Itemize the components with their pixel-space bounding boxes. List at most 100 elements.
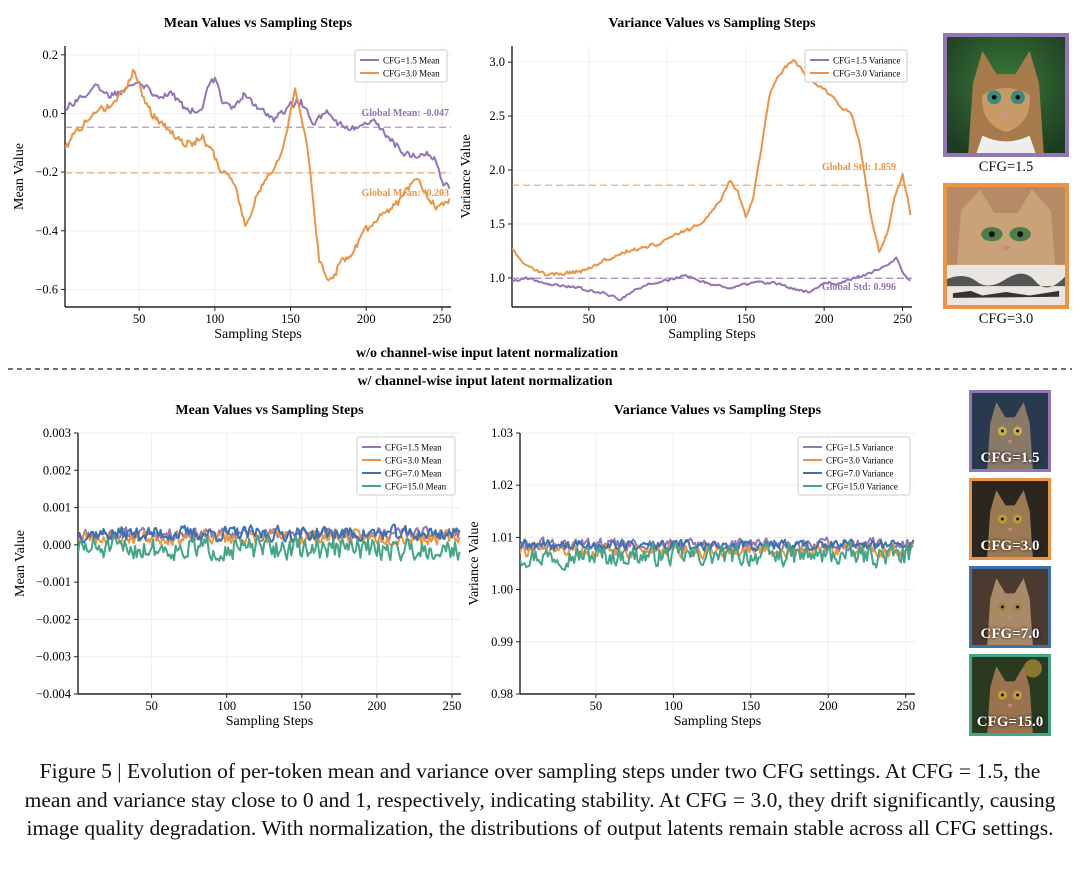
- thumbnail-cfg-1-5-top: [943, 33, 1069, 157]
- thumbnail-cfg-3-0-top: [943, 183, 1069, 309]
- thumbnail-label: CFG=3.0: [980, 538, 1040, 554]
- x-tick-label: 200: [815, 312, 834, 326]
- cat-portrait-icon: [972, 481, 1048, 557]
- legend-label: CFG=3.0 Variance: [826, 456, 893, 466]
- global-reference-label: Global Std: 1.859: [822, 162, 896, 173]
- y-tick-label: 0.2: [42, 48, 58, 62]
- thumbnail-label: CFG=7.0: [980, 626, 1040, 642]
- y-tick-label: 2.5: [489, 109, 505, 123]
- legend-label: CFG=3.0 Mean: [383, 69, 440, 79]
- thumbnail-label: CFG=1.5: [980, 450, 1040, 466]
- x-tick-label: 100: [664, 699, 683, 713]
- x-tick-label: 250: [433, 312, 452, 326]
- x-tick-label: 100: [658, 312, 677, 326]
- series-line: [512, 59, 912, 277]
- y-tick-label: 2.0: [489, 163, 505, 177]
- y-axis-label: Variance Value: [467, 521, 482, 605]
- thumbnail-cfg-7-0-bottom: CFG=7.0: [969, 566, 1051, 648]
- legend-label: CFG=7.0 Variance: [826, 469, 893, 479]
- x-tick-label: 250: [893, 312, 912, 326]
- x-axis-label: Sampling Steps: [674, 714, 762, 729]
- cat-portrait-icon: [972, 657, 1048, 733]
- cat-degraded-icon: [947, 187, 1065, 305]
- y-tick-label: −0.4: [35, 224, 58, 238]
- section-label-without-normalization: w/o channel-wise input latent normalizat…: [356, 346, 618, 361]
- x-axis-label: Sampling Steps: [668, 327, 756, 342]
- x-tick-label: 200: [368, 699, 387, 713]
- y-tick-label: 0.002: [43, 463, 71, 477]
- y-tick-label: −0.2: [35, 165, 58, 179]
- y-tick-label: −0.001: [36, 575, 71, 589]
- legend-box: [797, 436, 911, 496]
- x-tick-label: 200: [357, 312, 376, 326]
- chart-top-mean: 50 100 150 200 250 −0.6 −0.4 −0.2 0.0 0.2 Mean Val…: [12, 16, 451, 342]
- y-tick-label: 1.00: [491, 583, 513, 597]
- y-axis-label: Variance Value: [459, 134, 474, 218]
- thumbnail-label: CFG=15.0: [976, 714, 1044, 730]
- y-tick-label: 0.001: [43, 501, 71, 515]
- legend-label: CFG=3.0 Mean: [385, 456, 442, 466]
- y-tick-label: 0.98: [491, 687, 513, 701]
- chart-bottom-var: 50 100 150 200 250 0.98 0.99 1.00 1.01 1.02 1.03 Va…: [467, 403, 915, 729]
- legend-label: CFG=1.5 Mean: [385, 443, 442, 453]
- chart-top-var: 50 100 150 200 250 1.0 1.5 2.0 2.5 3.0 Variance Va…: [459, 16, 912, 342]
- y-tick-label: 1.02: [491, 478, 513, 492]
- x-axis-label: Sampling Steps: [214, 327, 302, 342]
- legend-label: CFG=15.0 Mean: [385, 482, 447, 492]
- series-line: [78, 523, 460, 544]
- cat-portrait-icon: [972, 569, 1048, 645]
- x-tick-label: 100: [217, 699, 236, 713]
- x-tick-label: 250: [443, 699, 462, 713]
- global-reference-label: Global Mean: -0.203: [362, 188, 450, 199]
- legend-box: [804, 49, 908, 83]
- figure-caption: Figure 5 | Evolution of per-token mean a…: [24, 759, 1056, 840]
- thumbnail-cfg-3-0-bottom: CFG=3.0: [969, 478, 1051, 560]
- x-tick-label: 50: [590, 699, 603, 713]
- y-tick-label: −0.004: [36, 687, 72, 701]
- chart-bottom-mean: 50 100 150 200 250 −0.004 −0.003 −0.002 −0.001 0.…: [13, 403, 461, 729]
- x-tick-label: 150: [736, 312, 755, 326]
- thumbnail-cfg-1-5-bottom: CFG=1.5: [969, 390, 1051, 472]
- y-axis-label: Mean Value: [12, 143, 27, 210]
- legend-label: CFG=1.5 Mean: [383, 56, 440, 66]
- figure-canvas: w/o channel-wise input latent normalizat…: [8, 16, 1072, 729]
- series-line: [65, 68, 451, 282]
- y-tick-label: 1.0: [489, 271, 505, 285]
- legend-label: CFG=7.0 Mean: [385, 469, 442, 479]
- legend-box: [356, 436, 456, 496]
- cat-portrait-icon: [947, 37, 1065, 153]
- series-line: [65, 76, 451, 189]
- y-tick-label: −0.003: [36, 650, 71, 664]
- global-reference-label: Global Std: 0.996: [822, 282, 896, 293]
- y-axis-label: Mean Value: [13, 530, 28, 597]
- x-tick-label: 150: [292, 699, 311, 713]
- chart-title: Mean Values vs Sampling Steps: [164, 16, 353, 31]
- x-tick-label: 50: [133, 312, 146, 326]
- series-line: [512, 256, 911, 302]
- y-tick-label: 3.0: [489, 55, 505, 69]
- chart-title: Mean Values vs Sampling Steps: [175, 403, 364, 418]
- x-tick-label: 150: [281, 312, 300, 326]
- legend-label: CFG=1.5 Variance: [833, 56, 900, 66]
- y-tick-label: 1.5: [489, 217, 505, 231]
- x-tick-label: 200: [819, 699, 838, 713]
- series-line: [78, 534, 461, 562]
- chart-title: Variance Values vs Sampling Steps: [614, 403, 822, 418]
- y-tick-label: 0.003: [43, 426, 71, 440]
- y-tick-label: 0.0: [42, 106, 58, 120]
- y-tick-label: −0.6: [35, 282, 58, 296]
- x-axis-label: Sampling Steps: [226, 714, 314, 729]
- legend-label: CFG=15.0 Variance: [826, 482, 898, 492]
- cat-portrait-icon: [972, 393, 1048, 469]
- x-tick-label: 50: [583, 312, 596, 326]
- section-label-with-normalization: w/ channel-wise input latent normalizati…: [357, 374, 612, 389]
- y-tick-label: −0.002: [36, 612, 71, 626]
- chart-title: Variance Values vs Sampling Steps: [608, 16, 816, 31]
- x-tick-label: 150: [741, 699, 760, 713]
- x-tick-label: 250: [896, 699, 915, 713]
- y-tick-label: 1.01: [491, 530, 513, 544]
- y-tick-label: 1.03: [491, 426, 513, 440]
- series-line: [520, 541, 915, 571]
- thumbnail-label-cfg-1-5-top: CFG=1.5: [978, 159, 1034, 175]
- global-reference-label: Global Mean: -0.047: [362, 108, 450, 119]
